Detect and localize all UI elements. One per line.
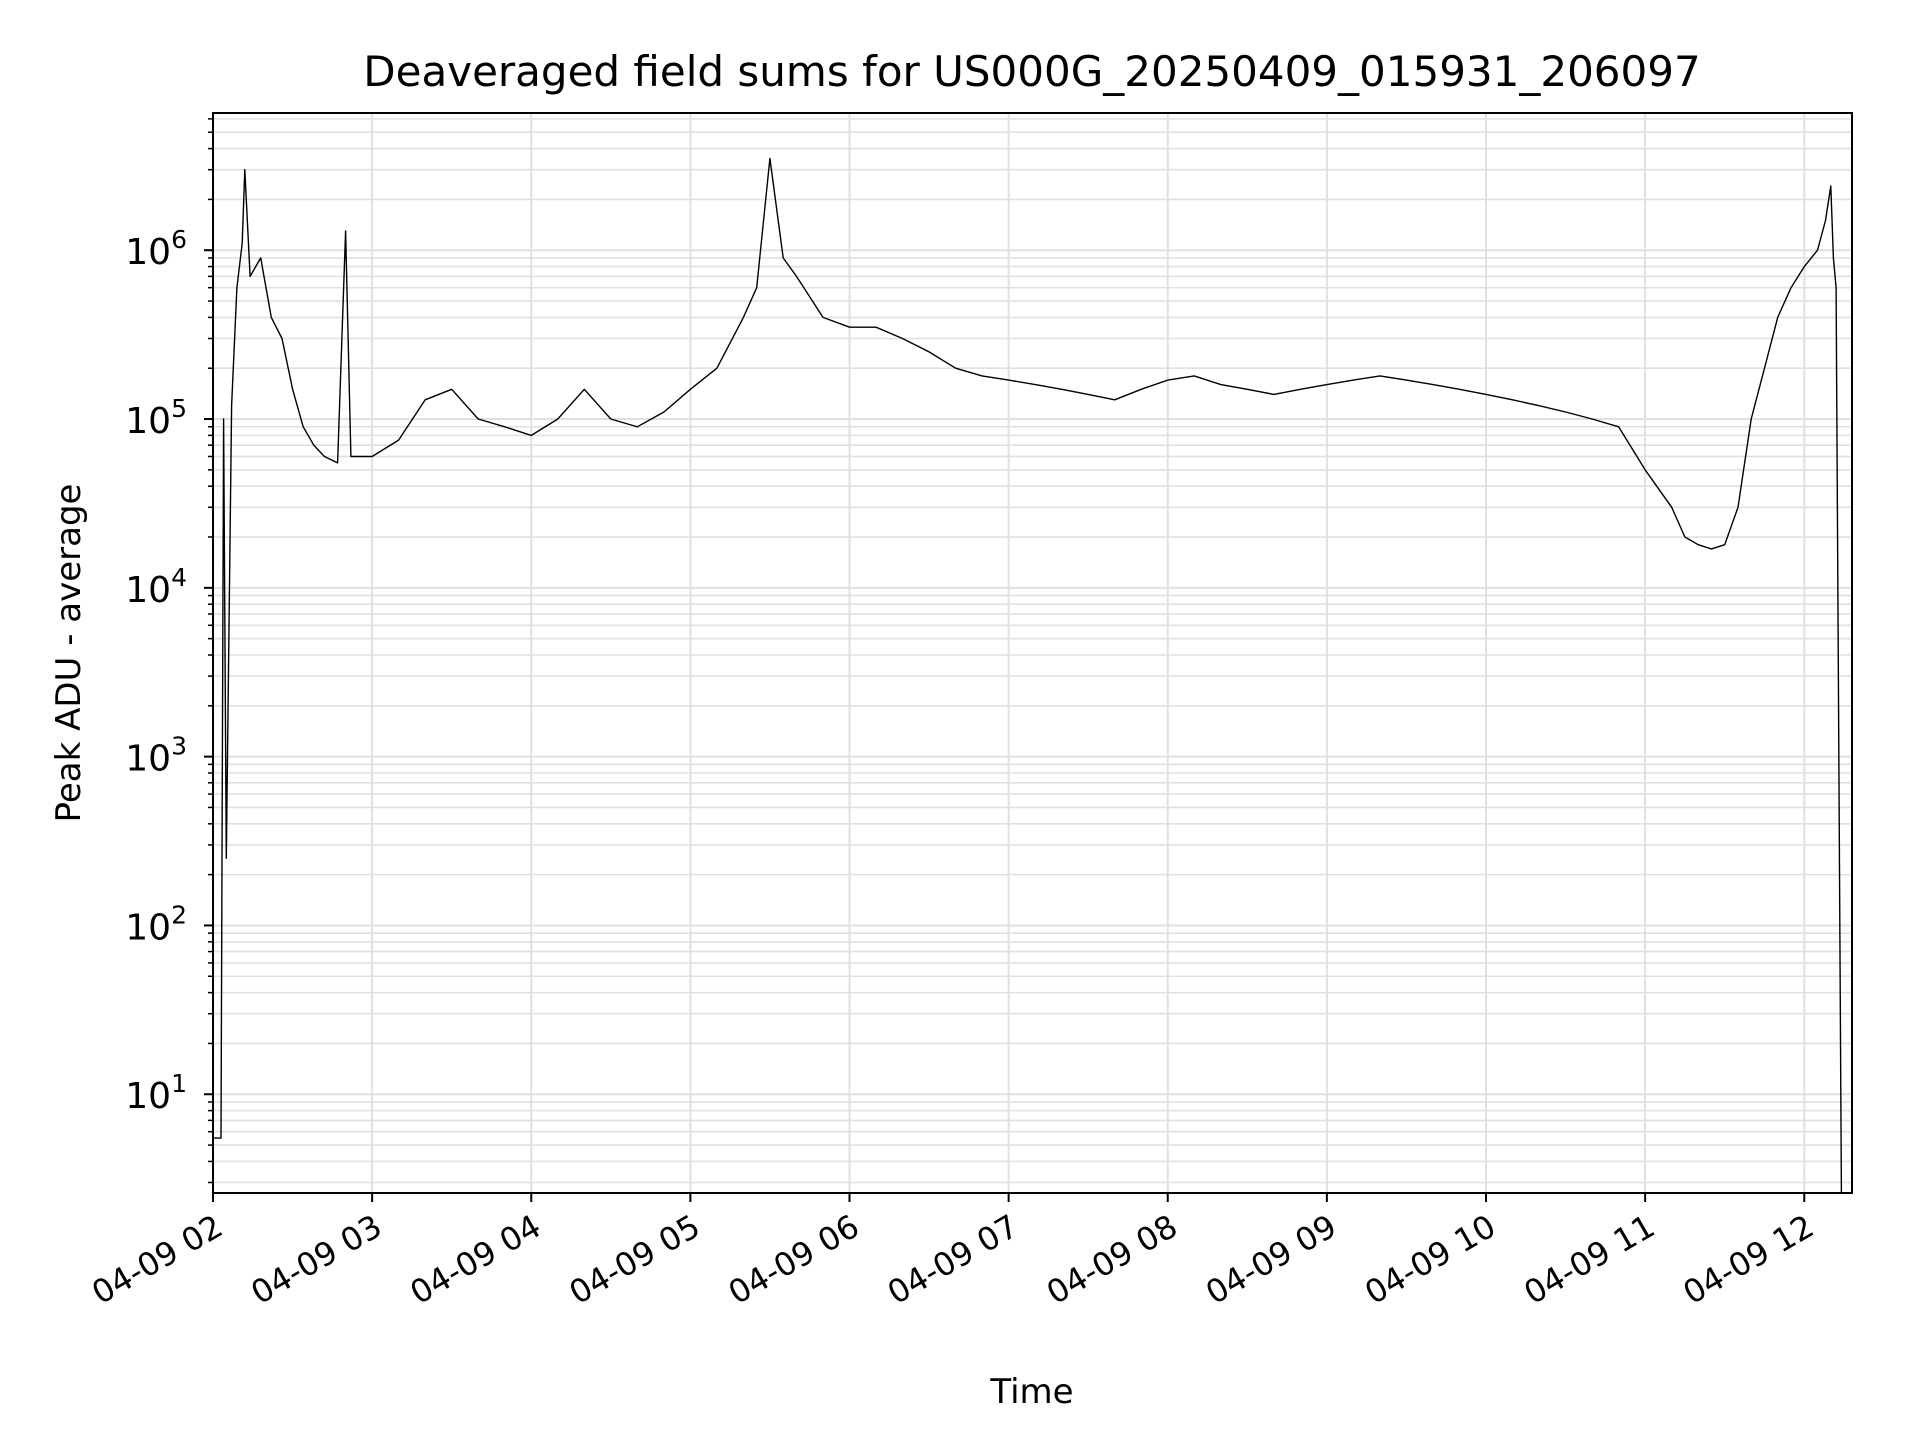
chart-title: Deaveraged field sums for US000G_2025040… <box>363 47 1700 96</box>
series-line <box>213 157 1843 1194</box>
y-axis-label: Peak ADU - average <box>49 484 89 823</box>
grid <box>212 113 1852 1193</box>
x-axis-label: Time <box>989 1372 1073 1412</box>
y-tick-label: 103 <box>125 732 187 780</box>
y-tick-label: 104 <box>125 563 187 611</box>
series-layer <box>213 157 1843 1194</box>
y-tick-label: 102 <box>125 900 187 948</box>
y-tick-label: 106 <box>125 225 187 273</box>
plot-frame <box>212 112 1853 1194</box>
y-tick-label: 101 <box>125 1069 187 1117</box>
y-tick-label: 105 <box>125 394 187 442</box>
